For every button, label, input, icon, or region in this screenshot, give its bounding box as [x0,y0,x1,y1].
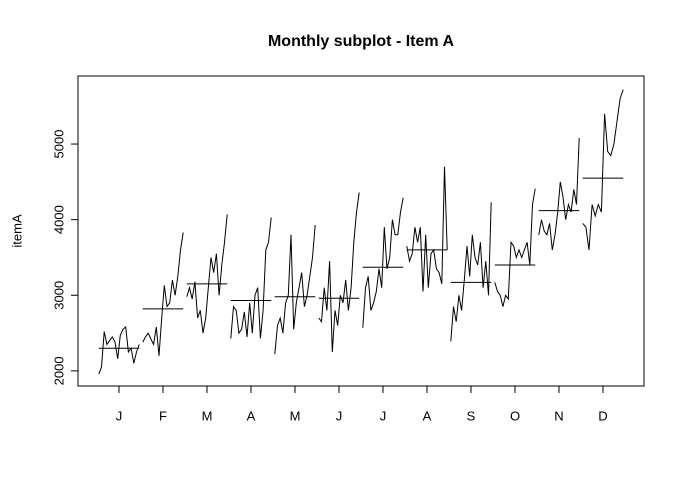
subseries-line [186,214,228,334]
subseries-line [274,224,316,355]
y-tick-label: 2000 [51,356,66,385]
y-tick-label: 3000 [51,281,66,310]
subseries-line [362,197,404,328]
x-tick-label: M [290,408,301,423]
x-tick-label: F [159,408,167,423]
subseries-line [450,202,492,342]
subseries-line [494,188,536,307]
x-tick-label: M [202,408,213,423]
subseries-line [406,166,448,292]
x-tick-label: A [247,408,256,423]
y-axis-label: itemA [9,214,24,248]
x-tick-label: O [510,408,520,423]
x-tick-label: J [336,408,343,423]
x-tick-label: D [598,408,607,423]
x-tick-label: N [554,408,563,423]
y-tick-label: 4000 [51,205,66,234]
x-tick-label: S [467,408,476,423]
x-tick-label: J [116,408,123,423]
subseries-line [538,137,580,250]
subseries-line [582,89,624,250]
subseries-line [98,326,140,375]
x-tick-label: A [423,408,432,423]
y-tick-label: 5000 [51,130,66,159]
subseries-line [230,217,272,339]
subseries-line [318,192,360,353]
subseries-line [142,232,184,356]
x-tick-label: J [380,408,387,423]
plot-frame [77,75,645,387]
chart-title: Monthly subplot - Item A [268,33,455,50]
